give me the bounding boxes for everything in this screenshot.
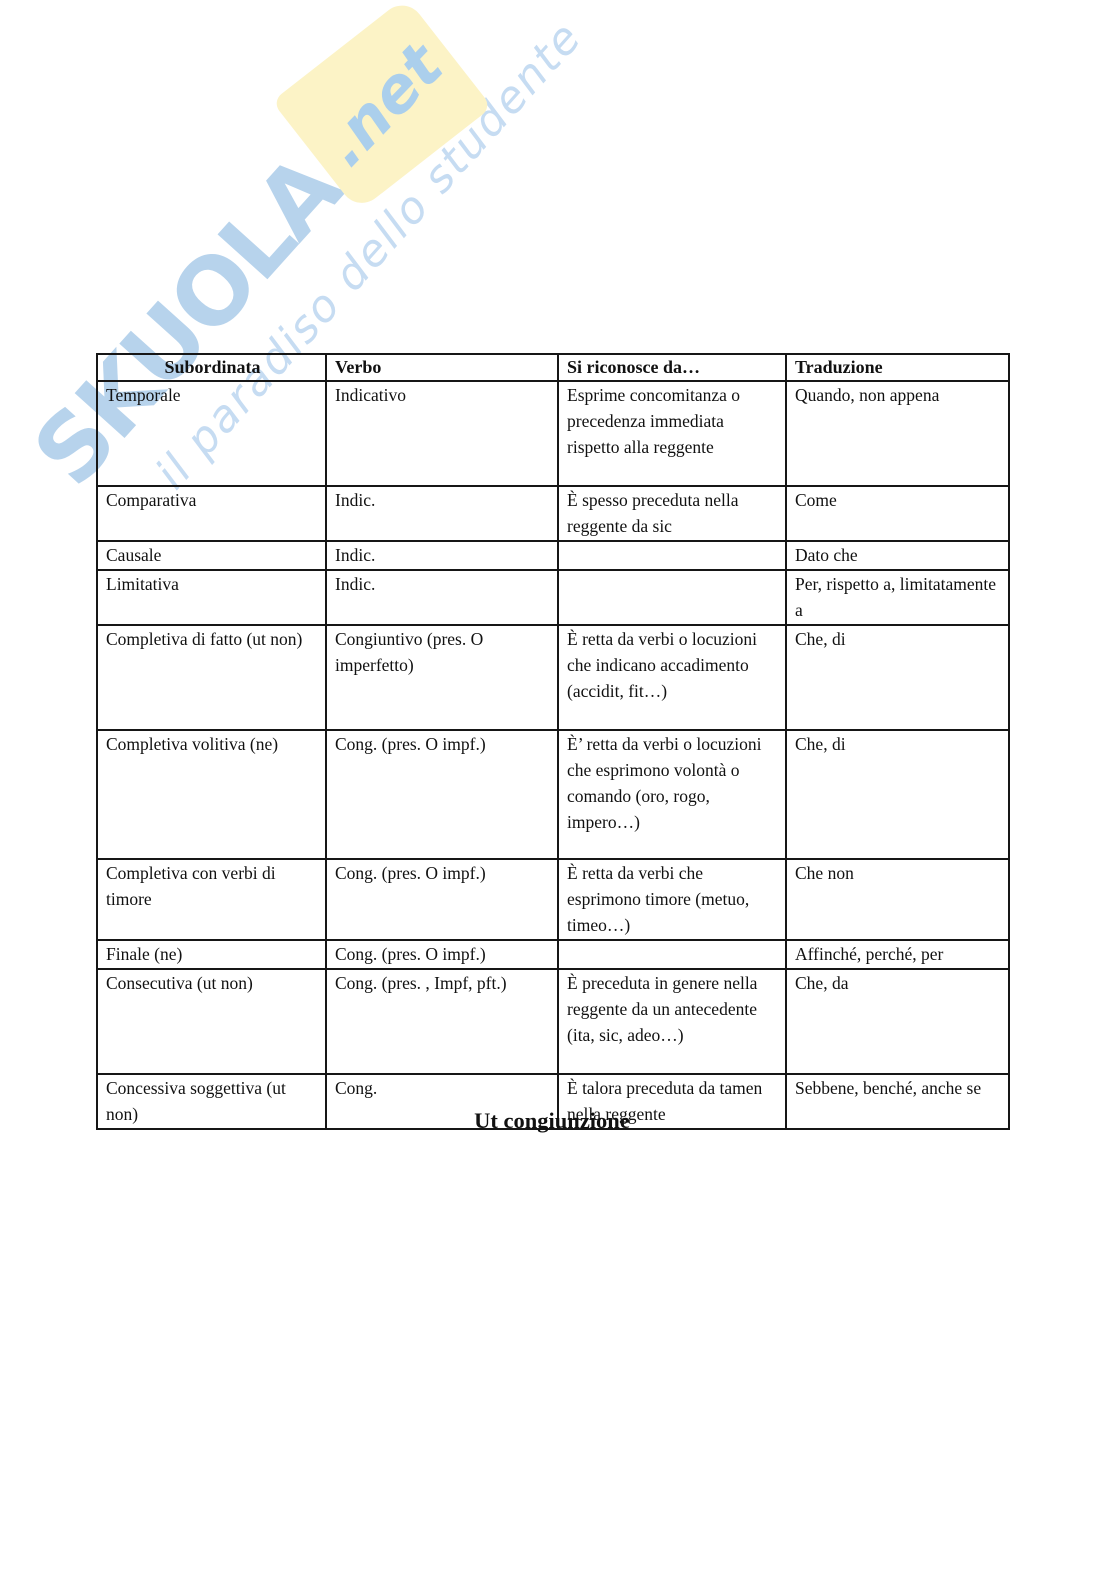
table-row: Limitativa Indic. Per, rispetto a, limitat… bbox=[96, 569, 1010, 626]
table-cell: Cong. bbox=[325, 1073, 559, 1130]
table-cell: Completiva di fatto (ut non) bbox=[96, 624, 327, 731]
table-cell: È retta da verbi che esprimono timore (m… bbox=[557, 858, 787, 941]
table-cell: Completiva volitiva (ne) bbox=[96, 729, 327, 860]
table-cell: Dato che bbox=[785, 540, 1010, 571]
column-header: Si riconosce da… bbox=[557, 353, 787, 382]
table-row: Temporale Indicativo Esprime concomitanza … bbox=[96, 380, 1010, 487]
table-cell: Cong. (pres. O impf.) bbox=[325, 729, 559, 860]
watermark-tld-text: .net bbox=[307, 28, 457, 180]
table-cell: È talora preceduta da tamen nella reggen… bbox=[557, 1073, 787, 1130]
table-cell: Esprime concomitanza o precedenza immedi… bbox=[557, 380, 787, 487]
subordinate-clauses-table: Subordinata Verbo Si riconosce da… Traduzio… bbox=[96, 353, 1010, 1130]
table-row: Completiva volitiva (ne) Cong. (pres. O i… bbox=[96, 729, 1010, 860]
table-row: Finale (ne) Cong. (pres. O impf.) Affinché… bbox=[96, 939, 1010, 970]
table-cell: Sebbene, benché, anche se bbox=[785, 1073, 1010, 1130]
table-cell: Come bbox=[785, 485, 1010, 542]
table-row: Consecutiva (ut non) Cong. (pres. , Impf,… bbox=[96, 968, 1010, 1075]
column-header: Traduzione bbox=[785, 353, 1010, 382]
table-row: Causale Indic. Dato che bbox=[96, 540, 1010, 571]
table-cell: Completiva con verbi di timore bbox=[96, 858, 327, 941]
table-body: Temporale Indicativo Esprime concomitanza … bbox=[96, 380, 1010, 1130]
table-cell: Indic. bbox=[325, 540, 559, 571]
table-cell: Per, rispetto a, limitatamente a bbox=[785, 569, 1010, 626]
table-cell: È preceduta in genere nella reggente da … bbox=[557, 968, 787, 1075]
table-cell: Affinché, perché, per bbox=[785, 939, 1010, 970]
table-cell bbox=[557, 939, 787, 970]
table-cell: Limitativa bbox=[96, 569, 327, 626]
table-cell: Finale (ne) bbox=[96, 939, 327, 970]
table-cell: È retta da verbi o locuzioni che indican… bbox=[557, 624, 787, 731]
table-cell: Cong. (pres. O impf.) bbox=[325, 939, 559, 970]
table-cell: Che non bbox=[785, 858, 1010, 941]
watermark-net-flag: .net bbox=[271, 0, 492, 212]
table-header-row: Subordinata Verbo Si riconosce da… Traduzio… bbox=[96, 353, 1010, 382]
table-caption: Ut congiunzione bbox=[474, 1108, 630, 1133]
table-cell: Congiuntivo (pres. O imperfetto) bbox=[325, 624, 559, 731]
column-header: Subordinata bbox=[96, 353, 327, 382]
table-cell: Che, di bbox=[785, 729, 1010, 860]
table-cell bbox=[557, 569, 787, 626]
table-cell: Indic. bbox=[325, 485, 559, 542]
table-cell: Comparativa bbox=[96, 485, 327, 542]
table-cell: Quando, non appena bbox=[785, 380, 1010, 487]
table-cell: È’ retta da verbi o locuzioni che esprim… bbox=[557, 729, 787, 860]
table-cell: Indic. bbox=[325, 569, 559, 626]
table-cell: Che, di bbox=[785, 624, 1010, 731]
table-row: Completiva di fatto (ut non) Congiuntivo … bbox=[96, 624, 1010, 731]
table-cell: Cong. (pres. , Impf, pft.) bbox=[325, 968, 559, 1075]
table-cell: È spesso preceduta nella reggente da sic bbox=[557, 485, 787, 542]
column-header: Verbo bbox=[325, 353, 559, 382]
table-cell: Causale bbox=[96, 540, 327, 571]
table-cell: Che, da bbox=[785, 968, 1010, 1075]
table-cell: Cong. (pres. O impf.) bbox=[325, 858, 559, 941]
table-cell bbox=[557, 540, 787, 571]
table-cell: Consecutiva (ut non) bbox=[96, 968, 327, 1075]
table-cell: Temporale bbox=[96, 380, 327, 487]
table-cell: Indicativo bbox=[325, 380, 559, 487]
table-row: Completiva con verbi di timore Cong. (pre… bbox=[96, 858, 1010, 941]
table-row: Comparativa Indic. È spesso preceduta nell… bbox=[96, 485, 1010, 542]
table-cell: Concessiva soggettiva (ut non) bbox=[96, 1073, 327, 1130]
table-row: Concessiva soggettiva (ut non) Cong. È tal… bbox=[96, 1073, 1010, 1130]
